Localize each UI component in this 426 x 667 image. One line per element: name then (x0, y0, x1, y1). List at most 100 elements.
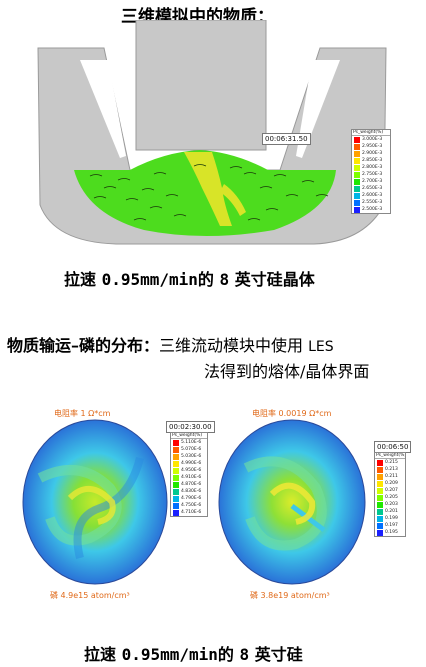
left-phosphorus-label: 磷 4.9e15 atom/cm³ (50, 591, 130, 600)
legend-value: 5.030E-6 (181, 454, 202, 459)
legend-row: 4.830E-6 (171, 488, 207, 495)
legend-value: 2.500E-3 (362, 207, 383, 212)
legend-swatch (377, 480, 383, 487)
legend-value: 0.201 (385, 509, 398, 514)
legend-value: 4.750E-6 (181, 503, 202, 508)
legend-row: 4.990E-6 (171, 460, 207, 467)
legend-row: 3.000E-3 (352, 136, 390, 143)
legend-row: 0.197 (375, 522, 405, 529)
legend-value: 0.195 (385, 530, 398, 535)
legend-swatch (173, 495, 179, 502)
legend-value: 0.197 (385, 523, 398, 528)
legend-row: 0.195 (375, 529, 405, 536)
legend-value: 4.910E-6 (181, 475, 202, 480)
legend-swatch (173, 467, 179, 474)
legend-swatch (173, 509, 179, 516)
section2-label: 物质输运–磷的分布： (7, 336, 160, 355)
legend-value: 4.990E-6 (181, 461, 202, 466)
legend-row: 0.203 (375, 501, 405, 508)
caption1-post: 英寸硅晶体 (234, 270, 315, 289)
caption1-num: 8 (219, 270, 230, 289)
legend-row: 2.700E-3 (352, 178, 390, 185)
legend-swatch (377, 515, 383, 522)
legend-value: 0.211 (385, 474, 398, 479)
legend-swatch (354, 206, 360, 213)
left-disk-body (22, 419, 168, 585)
legend-swatch (377, 501, 383, 508)
caption2-num: 8 (239, 645, 250, 664)
legend-row: 2.650E-3 (352, 185, 390, 192)
legend-value: 5.110E-6 (181, 440, 202, 445)
legend-swatch (377, 522, 383, 529)
legend-swatch (354, 171, 360, 178)
caption2-post: 英寸硅 (254, 645, 303, 664)
legend-swatch (173, 453, 179, 460)
legend-swatch (377, 459, 383, 466)
legend-swatch (354, 178, 360, 185)
legend-row: 2.950E-3 (352, 143, 390, 150)
right-phosphorus-label: 磷 3.8e19 atom/cm³ (250, 591, 330, 600)
legend-row: 4.710E-6 (171, 509, 207, 516)
furnace-simulation-diagram (37, 20, 387, 245)
legend-value: 4.710E-6 (181, 510, 202, 515)
legend-swatch (173, 446, 179, 453)
legend-swatch (354, 136, 360, 143)
legend-value: 0.205 (385, 495, 398, 500)
legend-row: 2.900E-3 (352, 150, 390, 157)
flow-plume-branch (220, 184, 246, 216)
legend-value: 2.550E-3 (362, 200, 383, 205)
legend-swatch (377, 487, 383, 494)
legend-value: 2.850E-3 (362, 158, 383, 163)
left-gap (80, 60, 126, 158)
legend-swatch (354, 164, 360, 171)
legend-value: 0.213 (385, 467, 398, 472)
legend-row: 0.207 (375, 487, 405, 494)
legend-value: 5.070E-6 (181, 447, 202, 452)
legend-swatch (173, 474, 179, 481)
legend-row: 2.850E-3 (352, 157, 390, 164)
legend-row: 2.500E-3 (352, 206, 390, 213)
section2-les: LES (308, 339, 334, 355)
legend-swatch (377, 508, 383, 515)
legend-swatch (377, 494, 383, 501)
legend-swatch (173, 481, 179, 488)
legend-swatch (173, 502, 179, 509)
legend-swatch (354, 143, 360, 150)
legend-row: 2.600E-3 (352, 192, 390, 199)
legend-row: 0.213 (375, 466, 405, 473)
right-swirl-core (269, 482, 316, 525)
caption1-pre: 拉速 (64, 270, 97, 289)
legend-value: 2.800E-3 (362, 165, 383, 170)
legend-value: 4.870E-6 (181, 482, 202, 487)
panel1-legend-rows: 3.000E-3 2.950E-3 2.900E-3 2.850E-3 2.800E-3… (352, 136, 390, 213)
legend-value: 4.830E-6 (181, 489, 202, 494)
legend-value: 2.750E-3 (362, 172, 383, 177)
legend-value: 0.207 (385, 488, 398, 493)
section2-line2: 法得到的熔体/晶体界面 (204, 362, 370, 381)
legend-swatch (377, 473, 383, 480)
legend-row: 4.790E-6 (171, 495, 207, 502)
legend-value: 4.950E-6 (181, 468, 202, 473)
legend-swatch (173, 460, 179, 467)
caption2-pre: 拉速 (84, 645, 117, 664)
silicon-crystal (135, 20, 267, 151)
legend-row: 2.800E-3 (352, 164, 390, 171)
left-resistivity-label: 电阻率 1 Ω*cm (54, 409, 111, 418)
legend-swatch (354, 157, 360, 164)
caption1-speed: 0.95mm/min (101, 270, 198, 289)
right-disk-body (218, 419, 366, 585)
legend-row: 4.870E-6 (171, 481, 207, 488)
legend-swatch (377, 529, 383, 536)
legend-swatch (377, 466, 383, 473)
legend-value: 3.000E-3 (362, 137, 383, 142)
right-disk-legend: Ps_weight(%) 0.215 0.213 0.211 0.209 0.207 0.… (374, 452, 406, 537)
left-disk-legend: Ps_weight(%) 5.110E-6 5.070E-6 5.030E-6 4.9… (170, 432, 208, 517)
left-legend-rows: 5.110E-6 5.070E-6 5.030E-6 4.990E-6 4.950E-6… (171, 439, 207, 516)
caption1-mid: 的 (197, 270, 214, 289)
legend-row: 4.910E-6 (171, 474, 207, 481)
legend-row: 5.070E-6 (171, 446, 207, 453)
legend-row: 0.199 (375, 515, 405, 522)
left-swirl-core (67, 486, 116, 525)
legend-swatch (354, 199, 360, 206)
legend-row: 0.215 (375, 459, 405, 466)
